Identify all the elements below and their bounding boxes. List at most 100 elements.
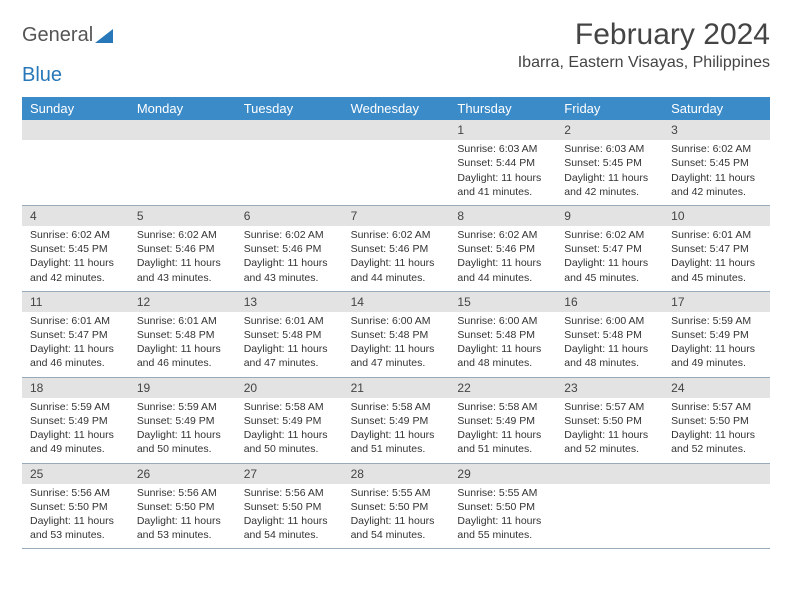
cell-line-daylight2: and 44 minutes. [457, 271, 548, 285]
day-header: Tuesday [236, 97, 343, 120]
cell-line-daylight1: Daylight: 11 hours [30, 342, 121, 356]
cell-line-sunrise: Sunrise: 6:02 AM [244, 228, 335, 242]
cell-line-sunrise: Sunrise: 5:55 AM [457, 486, 548, 500]
cell-line-sunset: Sunset: 5:49 PM [457, 414, 548, 428]
calendar-cell: 22Sunrise: 5:58 AMSunset: 5:49 PMDayligh… [449, 378, 556, 463]
calendar-cell: 2Sunrise: 6:03 AMSunset: 5:45 PMDaylight… [556, 120, 663, 205]
cell-line-sunrise: Sunrise: 6:01 AM [137, 314, 228, 328]
calendar-cell: 12Sunrise: 6:01 AMSunset: 5:48 PMDayligh… [129, 292, 236, 377]
cell-line-daylight2: and 49 minutes. [671, 356, 762, 370]
cell-line-sunset: Sunset: 5:49 PM [30, 414, 121, 428]
cell-line-daylight1: Daylight: 11 hours [671, 171, 762, 185]
day-number: 7 [343, 206, 450, 226]
logo-text-blue: Blue [22, 64, 62, 87]
day-number: 4 [22, 206, 129, 226]
calendar-cell: 28Sunrise: 5:55 AMSunset: 5:50 PMDayligh… [343, 464, 450, 549]
calendar-cell: 26Sunrise: 5:56 AMSunset: 5:50 PMDayligh… [129, 464, 236, 549]
day-header: Friday [556, 97, 663, 120]
cell-body: Sunrise: 5:56 AMSunset: 5:50 PMDaylight:… [22, 484, 129, 549]
cell-line-daylight2: and 43 minutes. [137, 271, 228, 285]
cell-line-sunset: Sunset: 5:49 PM [351, 414, 442, 428]
day-number [22, 120, 129, 140]
cell-line-daylight1: Daylight: 11 hours [244, 256, 335, 270]
week-row: 4Sunrise: 6:02 AMSunset: 5:45 PMDaylight… [22, 206, 770, 292]
cell-body: Sunrise: 5:59 AMSunset: 5:49 PMDaylight:… [663, 312, 770, 377]
cell-line-sunset: Sunset: 5:50 PM [457, 500, 548, 514]
cell-line-daylight1: Daylight: 11 hours [457, 171, 548, 185]
cell-line-sunrise: Sunrise: 5:58 AM [351, 400, 442, 414]
cell-line-daylight1: Daylight: 11 hours [457, 256, 548, 270]
calendar-cell: 6Sunrise: 6:02 AMSunset: 5:46 PMDaylight… [236, 206, 343, 291]
calendar-cell: 8Sunrise: 6:02 AMSunset: 5:46 PMDaylight… [449, 206, 556, 291]
cell-line-sunset: Sunset: 5:48 PM [564, 328, 655, 342]
cell-body: Sunrise: 5:58 AMSunset: 5:49 PMDaylight:… [343, 398, 450, 463]
cell-line-daylight2: and 43 minutes. [244, 271, 335, 285]
cell-line-daylight1: Daylight: 11 hours [244, 342, 335, 356]
cell-line-daylight2: and 42 minutes. [671, 185, 762, 199]
calendar-cell: 3Sunrise: 6:02 AMSunset: 5:45 PMDaylight… [663, 120, 770, 205]
calendar-cell: 19Sunrise: 5:59 AMSunset: 5:49 PMDayligh… [129, 378, 236, 463]
cell-line-daylight2: and 48 minutes. [564, 356, 655, 370]
cell-line-daylight2: and 50 minutes. [244, 442, 335, 456]
day-number: 12 [129, 292, 236, 312]
cell-body: Sunrise: 5:56 AMSunset: 5:50 PMDaylight:… [129, 484, 236, 549]
day-number: 23 [556, 378, 663, 398]
day-header: Monday [129, 97, 236, 120]
day-number: 19 [129, 378, 236, 398]
calendar-cell: 23Sunrise: 5:57 AMSunset: 5:50 PMDayligh… [556, 378, 663, 463]
cell-line-sunset: Sunset: 5:50 PM [137, 500, 228, 514]
cell-line-sunset: Sunset: 5:50 PM [671, 414, 762, 428]
day-header: Saturday [663, 97, 770, 120]
calendar-cell: 9Sunrise: 6:02 AMSunset: 5:47 PMDaylight… [556, 206, 663, 291]
calendar-cell [129, 120, 236, 205]
cell-line-sunset: Sunset: 5:50 PM [351, 500, 442, 514]
week-row: 11Sunrise: 6:01 AMSunset: 5:47 PMDayligh… [22, 292, 770, 378]
cell-line-daylight2: and 44 minutes. [351, 271, 442, 285]
cell-body: Sunrise: 6:02 AMSunset: 5:45 PMDaylight:… [22, 226, 129, 291]
cell-body: Sunrise: 5:57 AMSunset: 5:50 PMDaylight:… [663, 398, 770, 463]
calendar-cell: 7Sunrise: 6:02 AMSunset: 5:46 PMDaylight… [343, 206, 450, 291]
cell-line-sunset: Sunset: 5:48 PM [244, 328, 335, 342]
cell-line-daylight1: Daylight: 11 hours [564, 171, 655, 185]
cell-line-daylight1: Daylight: 11 hours [351, 514, 442, 528]
cell-line-daylight1: Daylight: 11 hours [564, 256, 655, 270]
cell-line-sunset: Sunset: 5:46 PM [351, 242, 442, 256]
cell-line-sunrise: Sunrise: 6:02 AM [30, 228, 121, 242]
day-number: 24 [663, 378, 770, 398]
calendar-cell [236, 120, 343, 205]
cell-body: Sunrise: 6:00 AMSunset: 5:48 PMDaylight:… [556, 312, 663, 377]
cell-line-sunset: Sunset: 5:45 PM [564, 156, 655, 170]
day-number [343, 120, 450, 140]
day-number: 27 [236, 464, 343, 484]
day-number [129, 120, 236, 140]
calendar-cell: 24Sunrise: 5:57 AMSunset: 5:50 PMDayligh… [663, 378, 770, 463]
calendar-cell: 10Sunrise: 6:01 AMSunset: 5:47 PMDayligh… [663, 206, 770, 291]
cell-line-sunrise: Sunrise: 6:03 AM [564, 142, 655, 156]
day-number: 15 [449, 292, 556, 312]
cell-body: Sunrise: 6:01 AMSunset: 5:47 PMDaylight:… [22, 312, 129, 377]
calendar-cell: 4Sunrise: 6:02 AMSunset: 5:45 PMDaylight… [22, 206, 129, 291]
calendar-cell: 5Sunrise: 6:02 AMSunset: 5:46 PMDaylight… [129, 206, 236, 291]
calendar-cell: 13Sunrise: 6:01 AMSunset: 5:48 PMDayligh… [236, 292, 343, 377]
cell-line-sunrise: Sunrise: 5:56 AM [137, 486, 228, 500]
cell-line-daylight2: and 47 minutes. [244, 356, 335, 370]
cell-line-daylight2: and 45 minutes. [671, 271, 762, 285]
day-number: 3 [663, 120, 770, 140]
cell-line-daylight2: and 52 minutes. [564, 442, 655, 456]
calendar-cell: 14Sunrise: 6:00 AMSunset: 5:48 PMDayligh… [343, 292, 450, 377]
cell-body: Sunrise: 5:58 AMSunset: 5:49 PMDaylight:… [449, 398, 556, 463]
calendar-cell: 21Sunrise: 5:58 AMSunset: 5:49 PMDayligh… [343, 378, 450, 463]
cell-line-daylight1: Daylight: 11 hours [351, 428, 442, 442]
day-number: 22 [449, 378, 556, 398]
cell-line-sunrise: Sunrise: 5:58 AM [244, 400, 335, 414]
cell-line-sunrise: Sunrise: 6:02 AM [457, 228, 548, 242]
cell-line-daylight1: Daylight: 11 hours [244, 514, 335, 528]
cell-line-daylight1: Daylight: 11 hours [137, 428, 228, 442]
cell-line-daylight1: Daylight: 11 hours [30, 514, 121, 528]
cell-line-sunrise: Sunrise: 5:59 AM [30, 400, 121, 414]
cell-line-daylight1: Daylight: 11 hours [30, 428, 121, 442]
cell-body: Sunrise: 6:02 AMSunset: 5:46 PMDaylight:… [129, 226, 236, 291]
cell-line-sunrise: Sunrise: 5:59 AM [137, 400, 228, 414]
day-header: Wednesday [343, 97, 450, 120]
cell-line-daylight1: Daylight: 11 hours [137, 514, 228, 528]
